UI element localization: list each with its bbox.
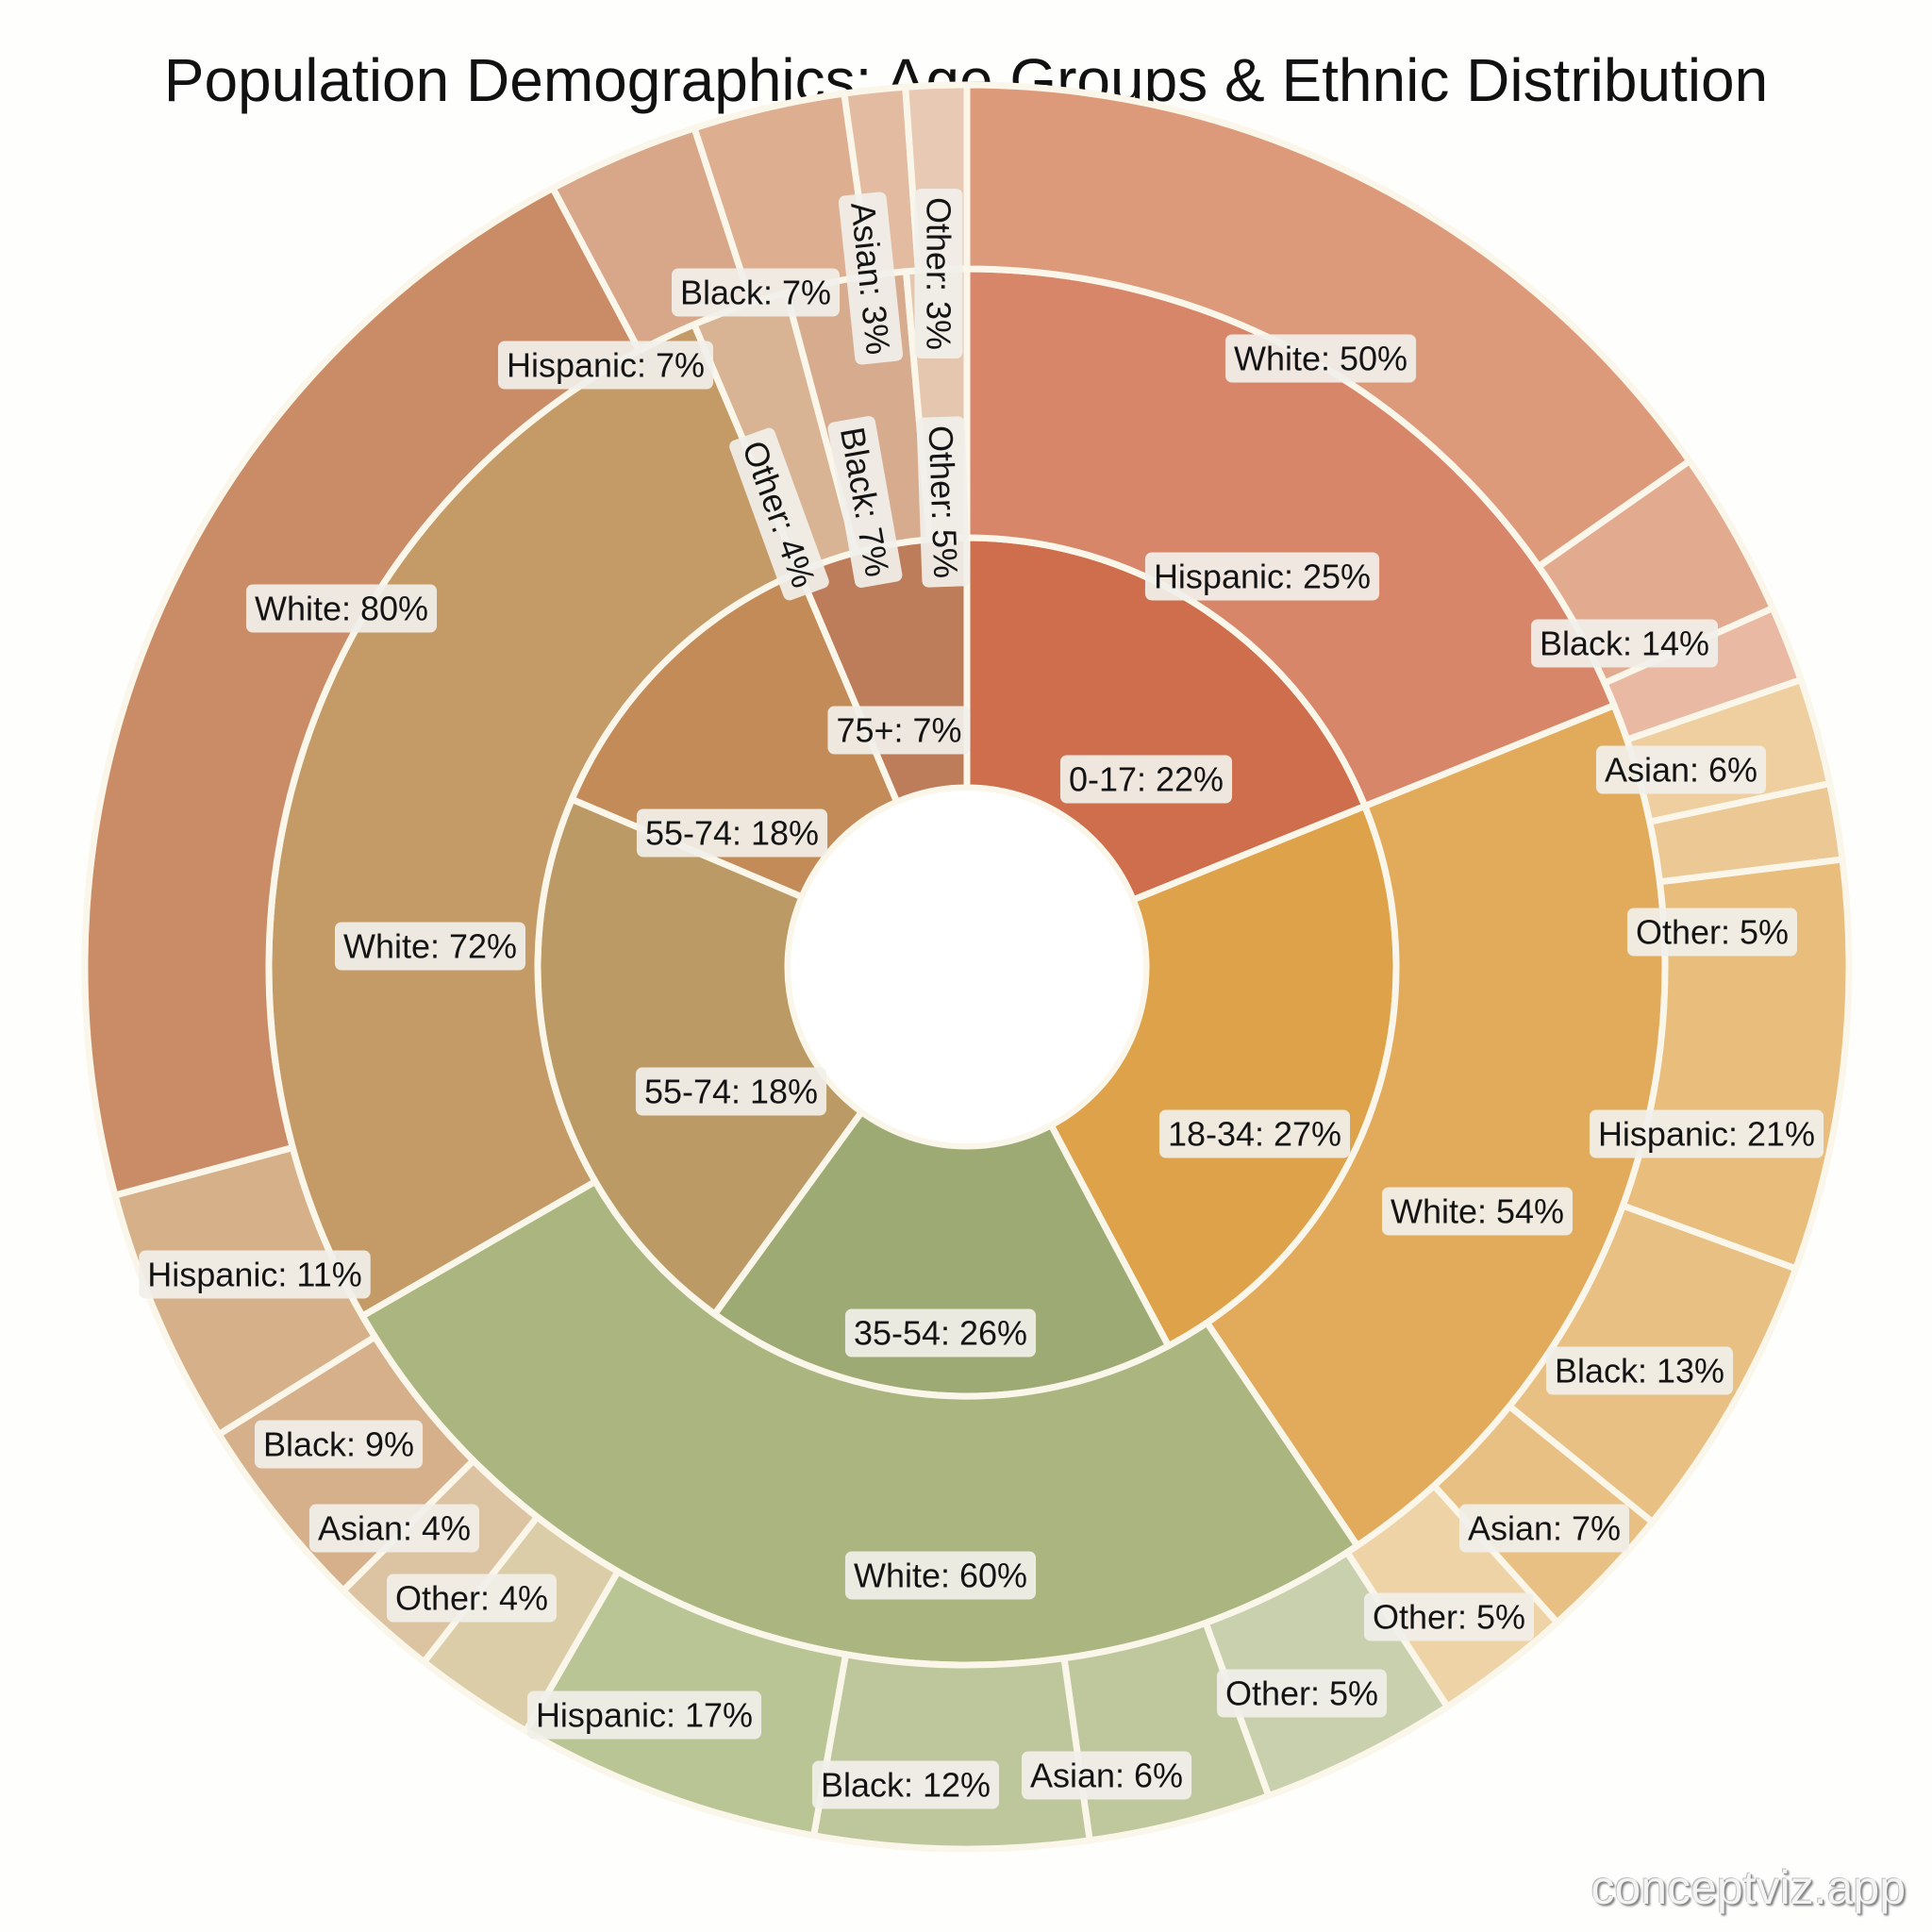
svg-text:Asian: 6%: Asian: 6% [1030,1757,1183,1795]
svg-text:18-34: 27%: 18-34: 27% [1168,1115,1341,1154]
svg-text:Other: 5%: Other: 5% [922,425,966,578]
segment-label: Asian: 3% [838,192,904,365]
segment-label: Asian: 4% [308,1504,480,1553]
segment-label: Black: 7% [671,268,841,317]
segment-label: 35-54: 26% [844,1308,1037,1357]
svg-text:Other: 3%: Other: 3% [920,197,958,350]
svg-text:Asian: 7%: Asian: 7% [1468,1509,1621,1548]
segment-label: Asian: 6% [1595,745,1767,794]
svg-text:Hispanic: 25%: Hispanic: 25% [1154,558,1371,596]
svg-text:Black: 7%: Black: 7% [680,274,831,312]
segment-label: 55-74: 18% [636,808,828,858]
segment-label: Asian: 7% [1458,1504,1630,1553]
svg-text:Hispanic: 7%: Hispanic: 7% [507,346,705,385]
svg-text:White: 60%: White: 60% [854,1557,1027,1595]
segment-label: Other: 3% [914,188,963,359]
watermark: conceptviz.app [1591,1861,1906,1914]
segment-label: Hispanic: 21% [1589,1109,1824,1158]
segment-label: Hispanic: 7% [497,341,714,390]
segment-label: White: 80% [245,584,438,633]
svg-text:Hispanic: 21%: Hispanic: 21% [1598,1115,1815,1154]
segment-label: Other: 5% [1363,1592,1535,1641]
segment-label: White: 54% [1381,1187,1574,1236]
segment-label: Hispanic: 11% [139,1250,371,1299]
svg-text:55-74: 18%: 55-74: 18% [645,814,819,853]
center-hole [791,791,1143,1143]
outer-ring-segment[interactable] [81,184,643,1199]
segment-label: Black: 14% [1530,619,1719,668]
svg-text:White: 54%: White: 54% [1391,1192,1564,1231]
segment-labels: 0-17: 22% 18-34: 27% 35-54: 26% 55-74: 18% 5… [139,188,1824,1809]
segment-label: Asian: 6% [1021,1751,1192,1800]
svg-text:Black: 14%: Black: 14% [1540,625,1709,663]
segment-label: 0-17: 22% [1059,755,1233,804]
svg-text:Asian: 4%: Asian: 4% [318,1509,471,1548]
svg-text:White: 80%: White: 80% [255,590,428,628]
segment-label: Black: 9% [254,1420,424,1469]
segment-label: 75+: 7% [827,706,971,755]
segment-label: White: 50% [1224,334,1417,383]
svg-text:White: 50%: White: 50% [1234,340,1407,378]
svg-text:55-74: 18%: 55-74: 18% [644,1073,818,1111]
segment-label: Other: 5% [916,416,971,588]
segment-label: White: 60% [844,1551,1037,1600]
svg-text:Hispanic: 11%: Hispanic: 11% [147,1256,361,1294]
svg-text:75+: 7%: 75+: 7% [836,711,961,750]
svg-text:Other: 5%: Other: 5% [1225,1674,1378,1713]
segment-label: Black: 12% [811,1760,1000,1809]
segment-label: Other: 4% [386,1574,558,1623]
svg-text:White: 72%: White: 72% [343,927,517,966]
segment-label: Other: 5% [1216,1669,1388,1718]
segment-label: 55-74: 18% [635,1067,827,1116]
segment-label: Black: 13% [1545,1346,1734,1395]
svg-text:Other: 5%: Other: 5% [1636,913,1789,952]
segment-label: White: 72% [334,922,526,971]
svg-text:35-54: 26%: 35-54: 26% [854,1314,1027,1353]
svg-text:Other: 5%: Other: 5% [1373,1598,1525,1637]
svg-text:Other: 4%: Other: 4% [395,1579,548,1618]
svg-text:Black: 12%: Black: 12% [821,1766,991,1805]
svg-text:0-17: 22%: 0-17: 22% [1069,760,1224,799]
segment-label: 18-34: 27% [1158,1109,1351,1158]
segment-label: Hispanic: 25% [1144,552,1380,601]
segment-label: Hispanic: 17% [526,1690,762,1740]
segment-label: Other: 5% [1626,908,1798,957]
svg-text:Black: 13%: Black: 13% [1555,1352,1724,1391]
svg-text:Asian: 6%: Asian: 6% [1605,751,1757,790]
svg-text:Hispanic: 17%: Hispanic: 17% [536,1696,753,1735]
svg-text:Black: 9%: Black: 9% [263,1425,414,1464]
